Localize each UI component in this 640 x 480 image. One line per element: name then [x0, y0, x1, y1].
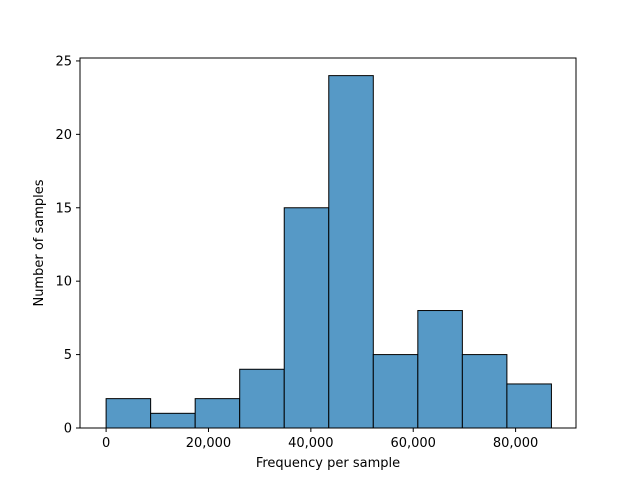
x-tick-label: 80,000	[493, 436, 539, 451]
histogram-bar	[283, 207, 330, 429]
histogram-bar	[105, 398, 152, 429]
x-axis-ticks: 0 20,000 40,000 60,000 80,000	[102, 428, 538, 451]
y-tick-label: 15	[55, 201, 72, 216]
histogram-bar	[150, 412, 196, 429]
y-tick-label: 25	[55, 54, 72, 69]
x-tick-label: 20,000	[186, 436, 232, 451]
histogram-bar	[239, 368, 285, 429]
histogram-bar	[328, 75, 374, 429]
histogram-bar	[372, 354, 419, 429]
x-tick-label: 60,000	[390, 436, 436, 451]
y-axis-ticks: 0 5 10 15 20 25	[55, 54, 80, 437]
y-tick-label: 10	[55, 275, 72, 290]
y-tick-label: 5	[64, 348, 72, 363]
x-axis-title: Frequency per sample	[256, 456, 400, 471]
bars-group	[105, 75, 552, 429]
histogram-bar	[194, 398, 241, 429]
x-tick-label: 40,000	[288, 436, 334, 451]
x-tick-label: 0	[102, 436, 110, 451]
axes-frame	[79, 57, 577, 429]
y-axis-title: Number of samples	[32, 179, 47, 306]
histogram-bar	[461, 354, 508, 429]
histogram-bar	[506, 383, 552, 429]
y-tick-label: 0	[64, 422, 72, 437]
y-tick-label: 20	[55, 128, 72, 143]
histogram-bar	[417, 310, 463, 429]
